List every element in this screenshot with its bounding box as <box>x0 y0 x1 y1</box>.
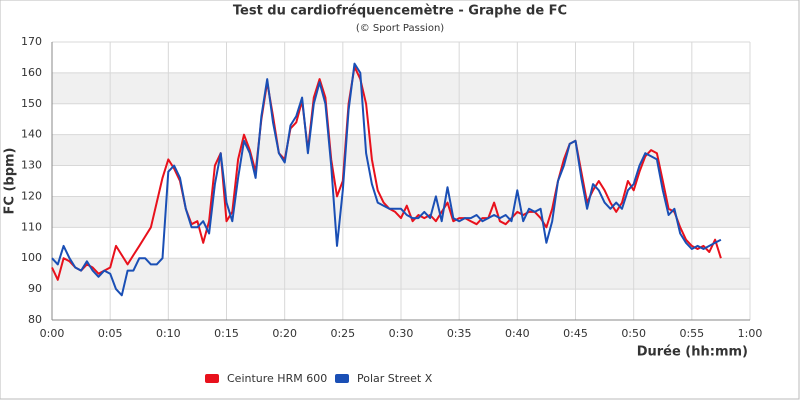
series-line <box>51 65 722 281</box>
x-tick-label: 0:45 <box>563 327 588 340</box>
x-tick-label: 0:05 <box>98 327 123 340</box>
x-tick-label: 0:10 <box>156 327 181 340</box>
y-axis-title: FC (bpm) <box>3 148 18 215</box>
x-tick-label: 0:25 <box>330 327 355 340</box>
x-tick-label: 0:20 <box>272 327 297 340</box>
y-tick-label: 160 <box>21 66 42 79</box>
x-tick-label: 0:30 <box>389 327 414 340</box>
legend-label: Polar Street X <box>357 372 433 385</box>
chart-subtitle: (© Sport Passion) <box>356 23 444 34</box>
y-tick-label: 90 <box>28 282 42 295</box>
y-tick-label: 170 <box>21 35 42 48</box>
legend-label: Ceinture HRM 600 <box>227 372 327 385</box>
y-tick-label: 140 <box>21 128 42 141</box>
y-tick-label: 150 <box>21 97 42 110</box>
x-axis-title: Durée (hh:mm) <box>637 345 748 360</box>
y-tick-label: 100 <box>21 251 42 264</box>
y-tick-label: 80 <box>28 313 42 326</box>
legend-swatch <box>205 374 219 383</box>
x-tick-label: 0:50 <box>621 327 646 340</box>
x-tick-label: 0:35 <box>447 327 472 340</box>
y-tick-label: 110 <box>21 220 42 233</box>
legend-swatch <box>335 374 349 383</box>
chart-title: Test du cardiofréquencemètre - Graphe de… <box>233 4 567 19</box>
x-tick-label: 0:40 <box>505 327 530 340</box>
y-tick-label: 120 <box>21 189 42 202</box>
x-tick-label: 1:00 <box>738 327 763 340</box>
y-tick-label: 130 <box>21 159 42 172</box>
x-tick-label: 0:00 <box>40 327 65 340</box>
series-line <box>51 62 722 297</box>
x-tick-label: 0:55 <box>679 327 704 340</box>
x-tick-label: 0:15 <box>214 327 239 340</box>
